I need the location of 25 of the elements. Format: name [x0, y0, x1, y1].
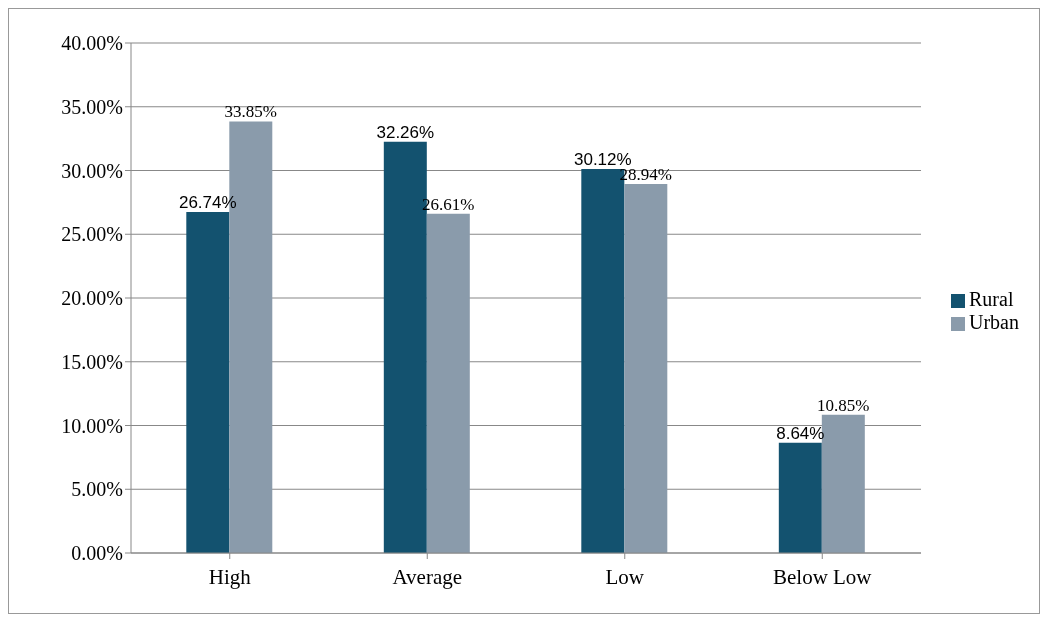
y-tick-label: 0.00% — [71, 542, 123, 565]
data-label: 33.85% — [224, 102, 278, 122]
data-label: 26.74% — [178, 193, 237, 213]
y-tick-label: 10.00% — [61, 414, 123, 437]
y-tick-label: 40.00% — [61, 32, 123, 55]
x-tick-label: Low — [605, 564, 645, 589]
data-label: 30.12% — [573, 149, 632, 169]
y-tick-label: 15.00% — [61, 350, 123, 373]
bar — [778, 442, 822, 553]
bar — [426, 213, 470, 553]
legend-label: Urban — [969, 311, 1019, 333]
y-tick-label: 5.00% — [71, 478, 123, 501]
legend-label: Rural — [969, 288, 1014, 310]
x-tick-label: Below Low — [772, 564, 873, 589]
y-tick-label: 20.00% — [61, 287, 123, 310]
y-tick-label: 30.00% — [61, 159, 123, 182]
data-label: 10.85% — [817, 395, 870, 415]
y-tick-label: 25.00% — [61, 223, 123, 246]
data-label: 8.64% — [776, 423, 825, 443]
bar — [186, 212, 230, 553]
x-tick-label: Average — [392, 564, 463, 589]
x-tick-label: High — [208, 564, 252, 589]
bar — [624, 184, 668, 553]
data-label: 32.26% — [376, 122, 435, 142]
y-tick-label: 35.00% — [61, 95, 123, 118]
